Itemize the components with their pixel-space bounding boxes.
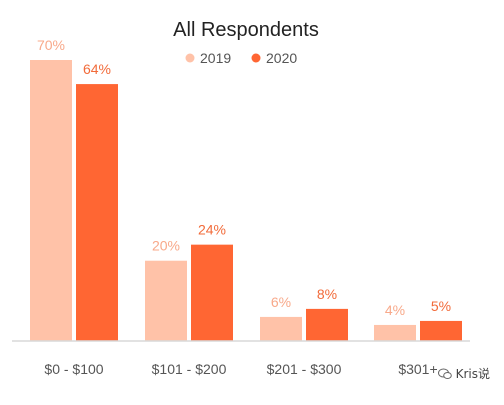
bar-2020-0 xyxy=(76,84,118,341)
watermark: Kris说 xyxy=(437,365,490,382)
x-tick-label-1: $101 - $200 xyxy=(152,361,227,377)
data-label-2019-1: 20% xyxy=(152,238,180,254)
x-tick-label-3: $301+ xyxy=(398,361,437,377)
legend-marker-2019 xyxy=(185,53,195,63)
bar-2020-1 xyxy=(191,244,233,341)
bar-2019-2 xyxy=(260,316,302,341)
bars: 70% 64% 20% 24% 6% 8% 4% 5% xyxy=(30,37,462,341)
x-tick-label-0: $0 - $100 xyxy=(44,361,103,377)
wechat-icon xyxy=(437,368,452,379)
data-label-2020-2: 8% xyxy=(317,286,337,302)
data-label-2019-3: 4% xyxy=(385,302,405,318)
data-label-2019-2: 6% xyxy=(271,294,291,310)
legend-label-2020: 2020 xyxy=(266,50,297,66)
bar-2019-1 xyxy=(145,260,187,341)
bar-2020-2 xyxy=(306,308,348,341)
x-tick-label-2: $201 - $300 xyxy=(267,361,342,377)
data-label-2020-0: 64% xyxy=(83,61,111,77)
data-label-2020-1: 24% xyxy=(198,222,226,238)
bar-2019-3 xyxy=(374,324,416,341)
data-label-2019-0: 70% xyxy=(37,37,65,53)
bar-2019-0 xyxy=(30,60,72,341)
legend-label-2019: 2019 xyxy=(200,50,231,66)
bar-2020-3 xyxy=(420,320,462,341)
chart-title: All Respondents xyxy=(173,19,319,41)
legend-marker-2020 xyxy=(251,53,261,63)
x-tick-labels: $0 - $100 $101 - $200 $201 - $300 $301+ xyxy=(44,361,437,377)
watermark-text: Kris说 xyxy=(455,367,490,381)
data-label-2020-3: 5% xyxy=(431,298,451,314)
legend: 2019 2020 xyxy=(185,50,297,66)
